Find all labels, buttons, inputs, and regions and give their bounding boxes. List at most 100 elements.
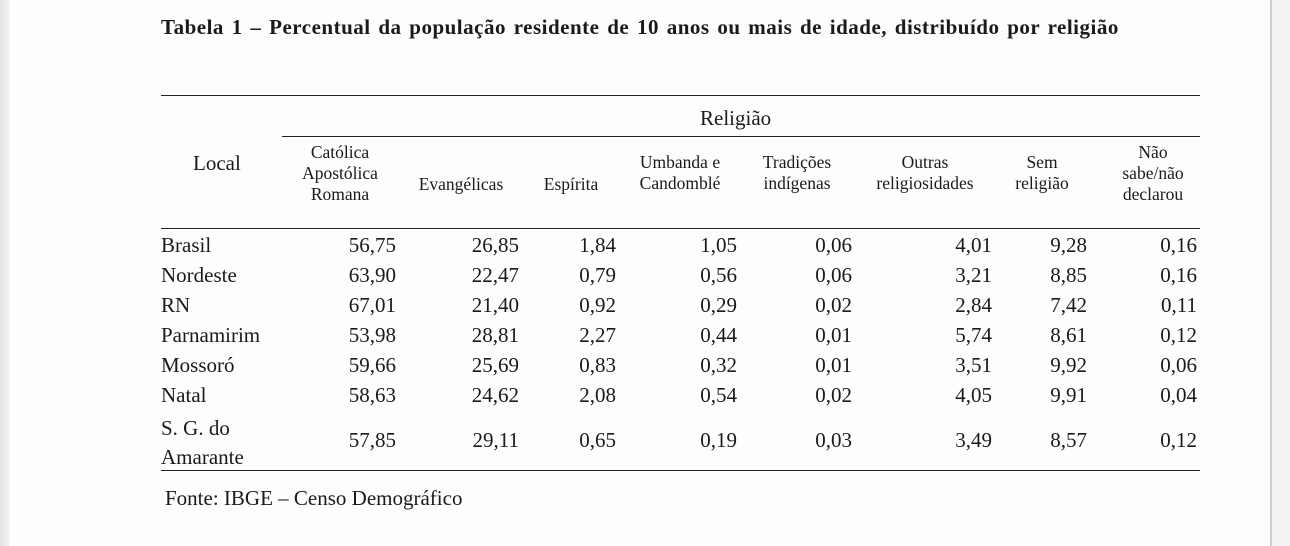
column-header-line: Não [1138, 142, 1168, 162]
row-label-line: Brasil [161, 233, 212, 257]
column-header-line: Evangélicas [418, 174, 504, 194]
table-cell: 3,21 [955, 263, 992, 287]
row-label-line: Nordeste [161, 263, 237, 287]
table-cell: 0,92 [579, 293, 616, 317]
table-cell: 0,06 [815, 233, 852, 257]
table-cell: 2,84 [955, 293, 992, 317]
table-cell: 0,04 [1160, 383, 1197, 407]
table-cell: 0,16 [1160, 263, 1197, 287]
table-cell: 3,49 [955, 428, 992, 452]
table-cell: 21,40 [471, 293, 519, 317]
column-header-line: sabe/não [1122, 163, 1184, 183]
column-header-line: Candomblé [639, 173, 721, 193]
column-header-line: Apostólica [302, 163, 378, 183]
row-label-line: Parnamirim [161, 323, 261, 347]
table-cell: 0,01 [815, 323, 852, 347]
table-cell: 25,69 [471, 353, 519, 377]
table-cell: 0,06 [1160, 353, 1197, 377]
top-rule [161, 95, 1200, 96]
table-cell: 9,92 [1050, 353, 1087, 377]
table-cell: 9,28 [1050, 233, 1087, 257]
column-header-line: Outras [901, 152, 949, 172]
row-label-line: Natal [161, 383, 207, 407]
table-cell: 0,02 [815, 383, 852, 407]
column-header-4: Umbanda e Candomblé [600, 152, 760, 194]
table-cell: 5,74 [955, 323, 992, 347]
column-header-1: Católica Apostólica Romana [260, 142, 420, 205]
table-cell: 4,01 [955, 233, 992, 257]
row-label: Nordeste [161, 263, 237, 287]
header-rule [161, 228, 1200, 229]
page-edge-right [1270, 0, 1290, 546]
row-label-line: Amarante [161, 445, 244, 469]
column-header-line: indígenas [763, 173, 831, 193]
column-header-2: Evangélicas [381, 174, 541, 195]
column-header-line: Tradições [762, 152, 832, 172]
table-cell: 59,66 [348, 353, 396, 377]
column-header-6: Outras religiosidades [845, 152, 1005, 194]
table-source: Fonte: IBGE – Censo Demográfico [165, 486, 463, 510]
row-label: Natal [161, 383, 206, 407]
table-cell: 0,12 [1160, 428, 1197, 452]
column-header-line: declarou [1122, 184, 1184, 204]
table-cell: 0,54 [700, 383, 737, 407]
column-header-line: Católica [310, 142, 370, 162]
row-label: S. G. do Amarante [161, 414, 244, 472]
page-edge-left [0, 0, 10, 546]
table-cell: 8,85 [1050, 263, 1087, 287]
row-label-line: Mossoró [161, 353, 235, 377]
table-cell: 3,51 [955, 353, 992, 377]
table-cell: 0,83 [579, 353, 616, 377]
table-cell: 1,84 [579, 233, 616, 257]
table-cell: 56,75 [348, 233, 396, 257]
table-cell: 22,47 [471, 263, 519, 287]
table-cell: 0,29 [700, 293, 737, 317]
row-label: Parnamirim [161, 323, 260, 347]
table-cell: 24,62 [471, 383, 519, 407]
table-cell: 0,56 [700, 263, 737, 287]
table-cell: 7,42 [1050, 293, 1087, 317]
row-label: RN [161, 293, 190, 317]
table-cell: 0,32 [700, 353, 737, 377]
table-cell: 57,85 [348, 428, 396, 452]
table-cell: 8,57 [1050, 428, 1087, 452]
table-cell: 0,79 [579, 263, 616, 287]
column-header-line: Romana [310, 184, 370, 204]
column-header-line: Umbanda e [639, 152, 721, 172]
row-label-line: RN [161, 293, 191, 317]
table-cell: 0,16 [1160, 233, 1197, 257]
table-cell: 4,05 [955, 383, 992, 407]
table-cell: 0,44 [700, 323, 737, 347]
table-caption: Tabela 1 – Percentual da população resid… [161, 15, 1119, 39]
table-cell: 1,05 [700, 233, 737, 257]
table-cell: 0,11 [1161, 293, 1197, 317]
table-cell: 28,81 [471, 323, 519, 347]
bottom-rule [161, 470, 1200, 471]
table-cell: 0,03 [815, 428, 852, 452]
table-cell: 0,02 [815, 293, 852, 317]
table-cell: 0,01 [815, 353, 852, 377]
table-cell: 53,98 [348, 323, 396, 347]
local-column-header: Local [193, 151, 241, 175]
column-header-8: Não sabe/não declarou [1073, 142, 1233, 205]
column-header-5: Tradições indígenas [717, 152, 877, 194]
table-cell: 2,08 [579, 383, 616, 407]
table-cell: 26,85 [471, 233, 519, 257]
table-cell: 0,19 [700, 428, 737, 452]
religion-group-header: Religião [700, 106, 772, 130]
table-cell: 0,06 [815, 263, 852, 287]
table-cell: 9,91 [1050, 383, 1087, 407]
table-cell: 0,12 [1160, 323, 1197, 347]
row-label-line: S. G. do [161, 416, 230, 440]
row-label: Mossoró [161, 353, 235, 377]
table-cell: 58,63 [348, 383, 396, 407]
table-cell: 0,65 [579, 428, 616, 452]
column-header-line: Sem [1026, 152, 1058, 172]
column-header-line: religiosidades [876, 173, 974, 193]
table-cell: 8,61 [1050, 323, 1087, 347]
row-label: Brasil [161, 233, 211, 257]
column-header-7: Sem religião [962, 152, 1122, 194]
table-cell: 63,90 [348, 263, 396, 287]
group-rule [282, 136, 1200, 137]
table-cell: 29,11 [472, 428, 519, 452]
